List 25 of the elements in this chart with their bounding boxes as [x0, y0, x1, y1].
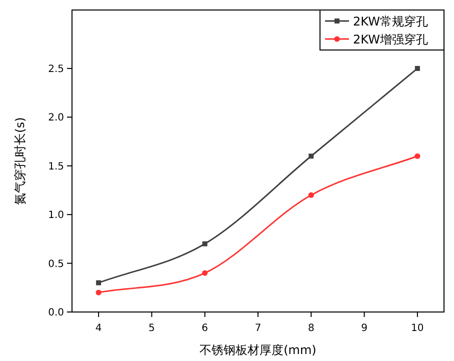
x-tick-label: 7 — [254, 323, 262, 334]
point — [414, 66, 420, 71]
x-tick-label: 5 — [148, 323, 155, 334]
y-tick-label: 0.5 — [48, 258, 64, 270]
point — [414, 153, 420, 159]
x-tick-label: 10 — [411, 323, 424, 334]
legend-label: 2KW增强穿孔 — [353, 32, 428, 46]
point — [96, 290, 102, 296]
y-tick-label: 2.5 — [48, 64, 64, 75]
legend-label: 2KW常规穿孔 — [353, 14, 428, 28]
point — [202, 270, 208, 276]
point — [308, 192, 314, 198]
y-tick-label: 1.0 — [48, 210, 64, 222]
point — [202, 241, 208, 246]
x-axis-title: 不锈钢板材厚度(mm) — [200, 343, 316, 357]
y-tick-label: 0.0 — [48, 308, 64, 318]
point — [96, 280, 102, 286]
x-tick-label: 4 — [95, 323, 102, 334]
y-tick-label: 2.0 — [48, 112, 64, 124]
x-tick-label: 8 — [308, 323, 314, 334]
y-tick-label: 1.5 — [48, 161, 64, 172]
point — [308, 154, 314, 159]
x-tick-label: 9 — [361, 323, 368, 334]
x-tick-label: 6 — [202, 323, 208, 334]
y-axis-title: 氮气穿孔时长(s) — [13, 117, 27, 205]
